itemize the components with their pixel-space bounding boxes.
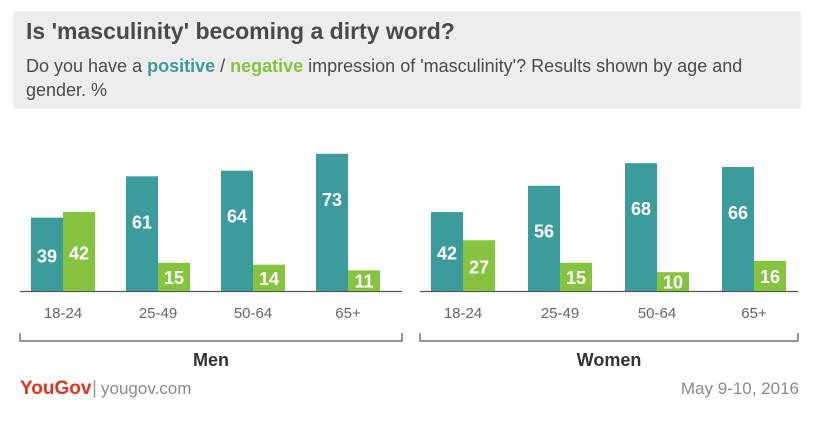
women-bar-negative-18-24	[463, 240, 495, 291]
men-bar-negative-65+	[348, 270, 380, 291]
women-value-label-negative-50-64: 10	[663, 273, 683, 293]
women-bar-negative-25-49	[560, 262, 592, 291]
men-value-label-positive-25-49: 61	[132, 212, 152, 232]
women-tick-label-65+: 65+	[741, 305, 767, 322]
men-value-label-positive-50-64: 64	[227, 207, 247, 227]
chart-header: Is 'masculinity' becoming a dirty word? …	[13, 11, 801, 109]
subtitle-intro: Do you have a	[26, 56, 148, 76]
women-bar-positive-18-24	[431, 212, 463, 291]
women-bar-positive-50-64	[625, 163, 657, 291]
women-tick-label-25-49: 25-49	[541, 305, 579, 322]
men-group-label: Men	[193, 350, 229, 370]
source-url[interactable]: yougov.com	[101, 379, 192, 398]
chart-subtitle: Do you have a positive / negative impres…	[26, 54, 766, 102]
men-value-label-negative-65+: 11	[354, 272, 373, 292]
women-group-label: Women	[577, 350, 642, 370]
women-bar-positive-65+	[722, 166, 754, 291]
men-tick-label-50-64: 50-64	[234, 305, 272, 322]
women-bar-negative-50-64	[657, 272, 689, 291]
footer-separator: |	[92, 378, 97, 399]
women-bar-negative-65+	[754, 260, 786, 291]
women-tick-label-18-24: 18-24	[444, 305, 482, 322]
chart-title: Is 'masculinity' becoming a dirty word?	[26, 18, 455, 44]
men-value-label-negative-50-64: 14	[259, 269, 279, 289]
survey-date: May 9-10, 2016	[680, 379, 799, 398]
men-group-bracket	[19, 333, 403, 342]
men-bar-negative-18-24	[63, 212, 95, 291]
women-value-label-negative-65+: 16	[760, 267, 780, 287]
men-tick-label-18-24: 18-24	[44, 305, 82, 322]
women-group-bracket	[419, 333, 799, 342]
yougov-logo: YouGov	[20, 378, 92, 399]
men-bar-positive-50-64	[221, 170, 253, 291]
women-value-label-positive-50-64: 68	[631, 199, 651, 219]
men-value-label-positive-65+: 73	[322, 190, 342, 210]
men-value-label-negative-25-49: 15	[164, 268, 184, 288]
men-tick-label-25-49: 25-49	[139, 305, 177, 322]
men-tick-label-65+: 65+	[335, 305, 361, 322]
women-value-label-negative-18-24: 27	[469, 258, 489, 278]
men-bar-positive-25-49	[126, 176, 158, 291]
men-bar-negative-25-49	[158, 262, 190, 291]
women-value-label-positive-18-24: 42	[437, 244, 457, 264]
men-bar-positive-65+	[316, 153, 348, 291]
men-bar-positive-18-24	[31, 217, 63, 291]
men-bar-negative-50-64	[253, 264, 285, 291]
women-value-label-positive-25-49: 56	[534, 222, 554, 242]
legend-negative: negative	[230, 56, 304, 76]
women-value-label-negative-25-49: 15	[566, 268, 586, 288]
subtitle-rest: impression of 'masculinity'? Results sho…	[26, 56, 743, 100]
women-value-label-positive-65+: 66	[728, 203, 748, 223]
men-value-label-positive-18-24: 39	[37, 246, 57, 266]
women-tick-label-50-64: 50-64	[638, 305, 676, 322]
legend-positive: positive	[147, 56, 216, 76]
subtitle-separator: /	[215, 56, 231, 76]
men-value-label-negative-18-24: 42	[69, 244, 89, 264]
women-bar-positive-25-49	[528, 185, 560, 291]
